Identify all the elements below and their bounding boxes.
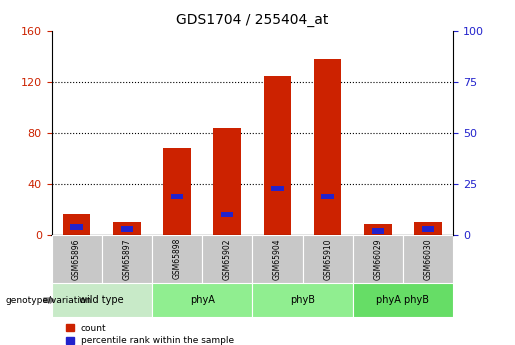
Text: GSM65902: GSM65902	[223, 238, 232, 279]
Text: genotype/variation: genotype/variation	[5, 296, 91, 305]
Bar	[121, 226, 133, 231]
Text: GSM65898: GSM65898	[173, 238, 181, 279]
Bar	[414, 222, 442, 235]
Bar	[271, 186, 284, 191]
Bar	[52, 283, 152, 317]
Text: phyA phyB: phyA phyB	[376, 295, 430, 305]
Bar	[152, 283, 252, 317]
Text: phyA: phyA	[190, 295, 215, 305]
Bar	[71, 224, 83, 229]
Bar	[163, 148, 191, 235]
Bar	[202, 235, 252, 283]
Bar	[252, 235, 303, 283]
Bar	[63, 214, 91, 235]
Bar	[221, 212, 233, 217]
Bar	[171, 194, 183, 199]
Bar	[102, 235, 152, 283]
Bar	[403, 235, 453, 283]
Title: GDS1704 / 255404_at: GDS1704 / 255404_at	[176, 13, 329, 27]
Bar	[152, 235, 202, 283]
Bar	[213, 128, 241, 235]
Bar	[314, 59, 341, 235]
Text: GSM65904: GSM65904	[273, 238, 282, 279]
Bar	[422, 226, 434, 231]
Text: wild type: wild type	[79, 295, 124, 305]
Bar	[353, 283, 453, 317]
Bar	[364, 224, 392, 235]
Text: GSM66030: GSM66030	[424, 238, 433, 279]
Bar	[252, 283, 353, 317]
Text: GSM66029: GSM66029	[373, 238, 382, 279]
Text: GSM65896: GSM65896	[72, 238, 81, 279]
Legend: count, percentile rank within the sample: count, percentile rank within the sample	[66, 324, 234, 345]
Bar	[321, 194, 334, 199]
Text: phyB: phyB	[290, 295, 315, 305]
Bar	[264, 76, 291, 235]
Text: GSM65910: GSM65910	[323, 238, 332, 279]
Bar	[372, 228, 384, 234]
Text: GSM65897: GSM65897	[123, 238, 131, 279]
Bar	[52, 235, 102, 283]
Bar	[353, 235, 403, 283]
Bar	[303, 235, 353, 283]
Bar	[113, 222, 141, 235]
